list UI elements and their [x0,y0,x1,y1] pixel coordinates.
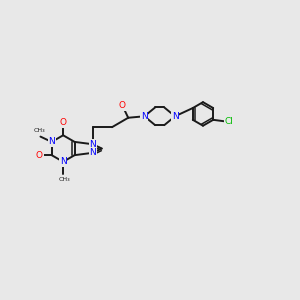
Text: N: N [48,137,55,146]
Text: N: N [89,148,96,157]
Text: Cl: Cl [224,117,233,126]
Text: O: O [60,118,67,127]
Text: N: N [89,140,96,149]
Text: O: O [36,151,43,160]
Text: O: O [119,101,126,110]
Text: N: N [141,112,148,121]
Text: CH₃: CH₃ [33,128,45,133]
Text: CH₃: CH₃ [59,177,70,182]
Text: N: N [60,157,67,166]
Text: N: N [172,112,178,121]
